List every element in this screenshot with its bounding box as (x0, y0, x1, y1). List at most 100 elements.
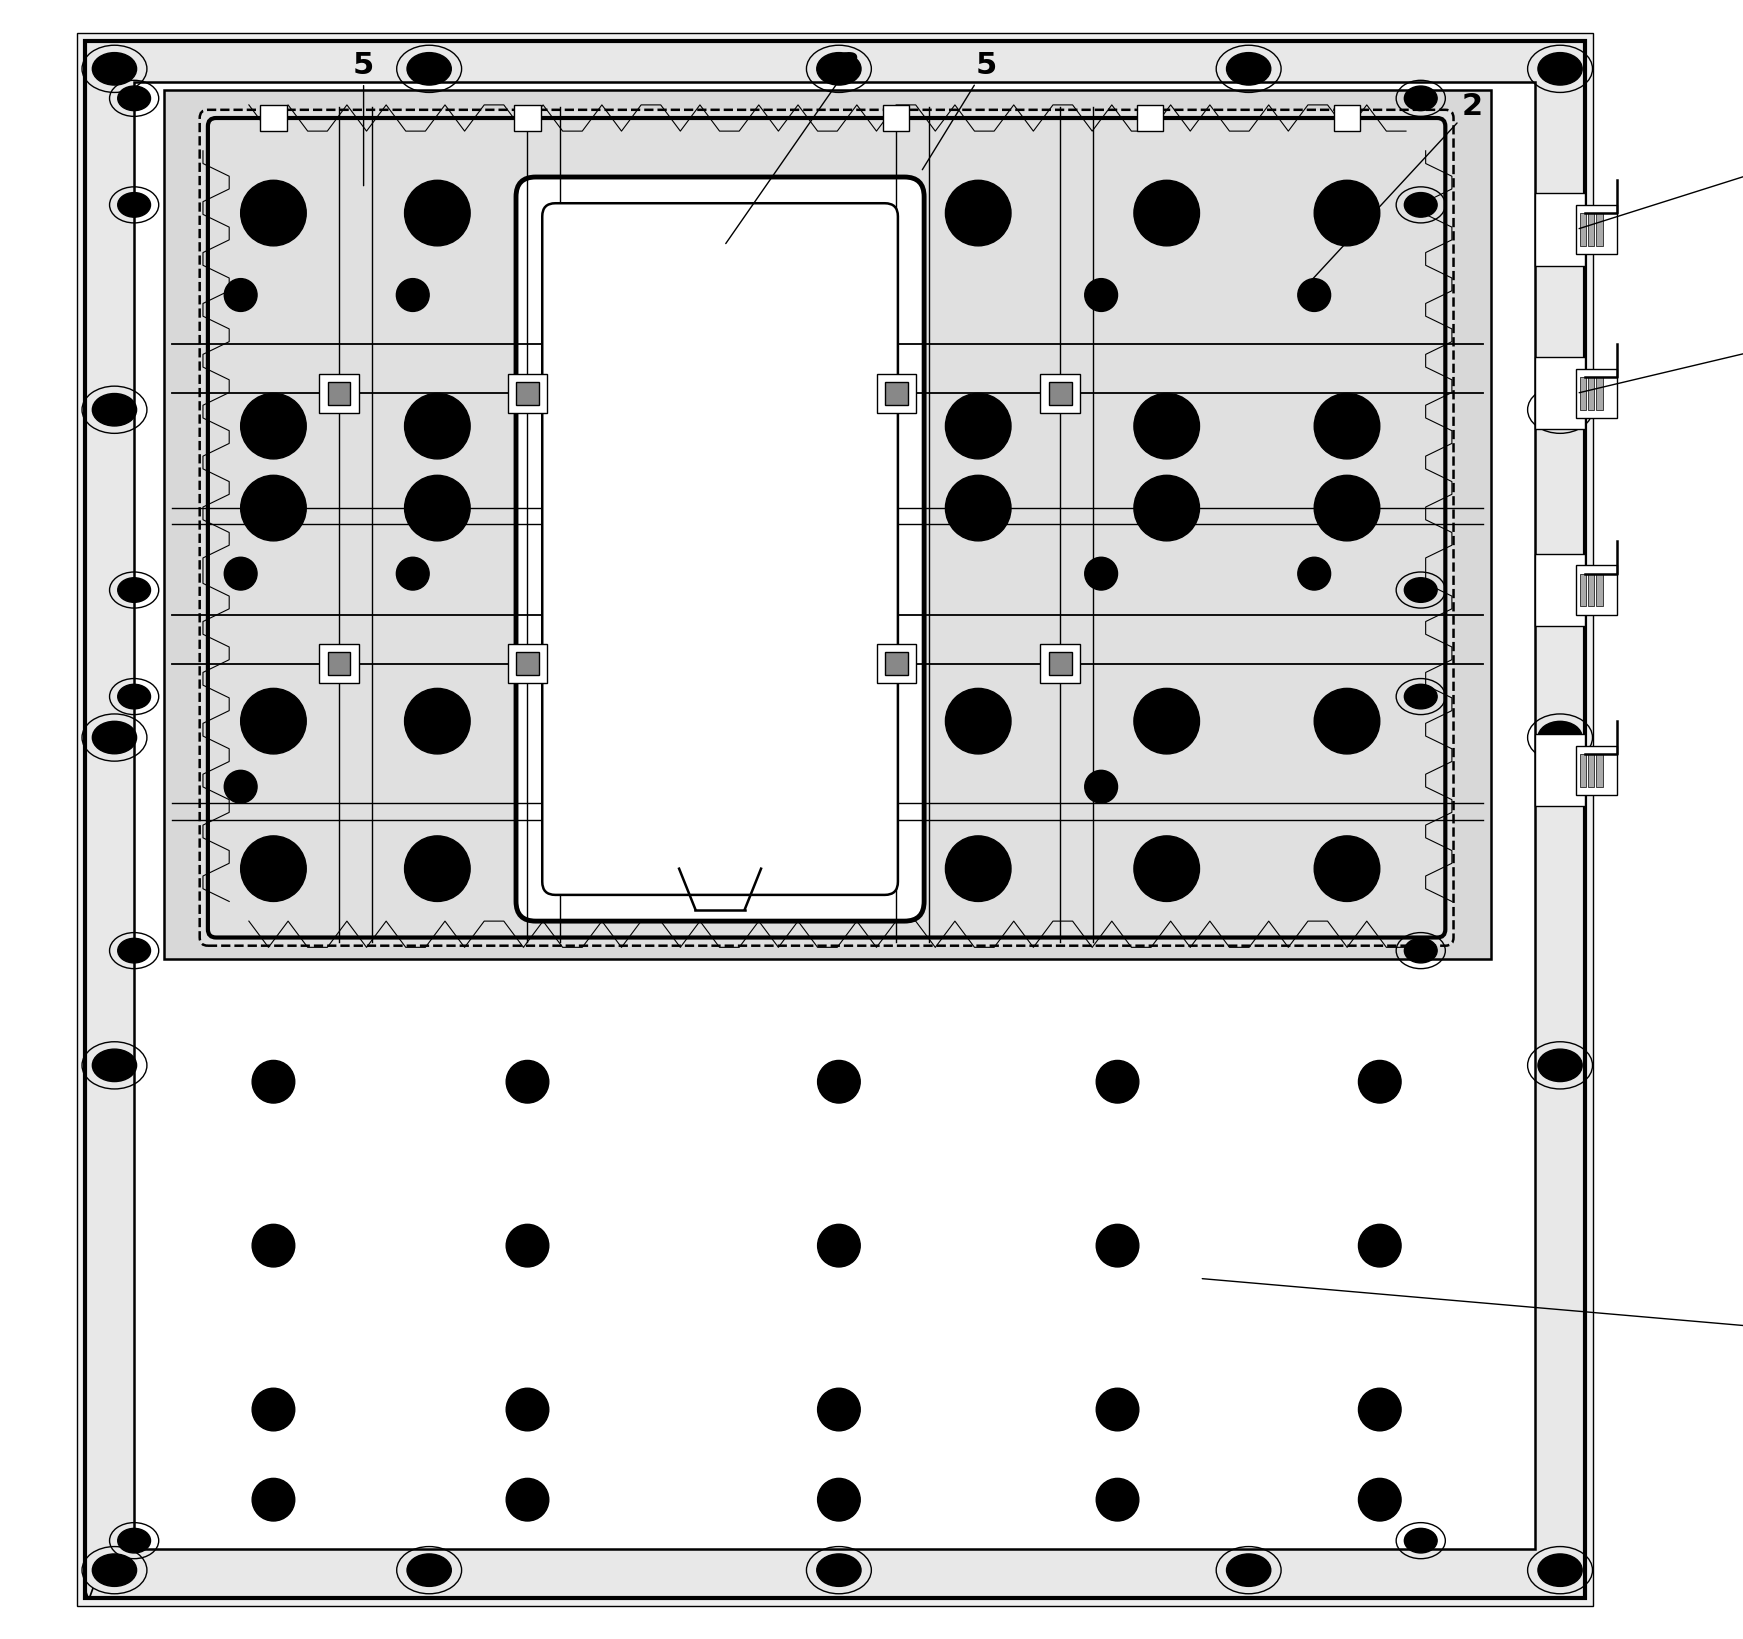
Circle shape (1299, 279, 1330, 311)
Circle shape (1135, 393, 1199, 459)
Circle shape (404, 475, 471, 541)
Ellipse shape (817, 52, 861, 85)
Bar (507, 374, 547, 413)
Circle shape (945, 475, 1011, 541)
Text: 3: 3 (725, 51, 859, 244)
Circle shape (1358, 1224, 1401, 1267)
Bar (884, 105, 910, 131)
Circle shape (396, 557, 429, 590)
Circle shape (404, 180, 471, 246)
Circle shape (505, 1478, 549, 1521)
Circle shape (708, 738, 741, 770)
Bar (1041, 374, 1081, 413)
Ellipse shape (408, 1554, 451, 1587)
Circle shape (1096, 1388, 1138, 1431)
Ellipse shape (1405, 1528, 1438, 1554)
Circle shape (1314, 393, 1380, 459)
Ellipse shape (1227, 1554, 1271, 1587)
Circle shape (225, 279, 256, 311)
Bar (319, 374, 359, 413)
Circle shape (945, 836, 1011, 901)
Circle shape (817, 1060, 861, 1103)
Bar (885, 652, 908, 675)
Circle shape (1084, 557, 1117, 590)
Circle shape (253, 1478, 295, 1521)
Circle shape (945, 393, 1011, 459)
FancyBboxPatch shape (516, 177, 924, 921)
Ellipse shape (119, 685, 150, 710)
Text: 5: 5 (354, 51, 375, 185)
Text: 4: 4 (1579, 149, 1743, 228)
Circle shape (253, 1060, 295, 1103)
FancyBboxPatch shape (200, 110, 1454, 946)
Circle shape (823, 688, 889, 754)
Circle shape (505, 1224, 549, 1267)
Circle shape (1096, 1224, 1138, 1267)
Bar (1588, 377, 1595, 410)
Ellipse shape (1405, 193, 1438, 218)
Circle shape (1135, 475, 1199, 541)
Bar (319, 644, 359, 683)
Ellipse shape (119, 193, 150, 218)
Bar (1536, 357, 1584, 429)
Ellipse shape (1537, 393, 1583, 426)
Bar (1536, 734, 1584, 806)
Circle shape (1314, 836, 1380, 901)
Ellipse shape (1405, 938, 1438, 964)
Circle shape (945, 180, 1011, 246)
Ellipse shape (1405, 87, 1438, 111)
Bar (260, 105, 286, 131)
Ellipse shape (119, 87, 150, 111)
Ellipse shape (1227, 52, 1271, 85)
Circle shape (692, 688, 756, 754)
Bar (1588, 574, 1595, 606)
Bar (1597, 213, 1602, 246)
Circle shape (692, 836, 756, 901)
Circle shape (404, 393, 471, 459)
Ellipse shape (1537, 52, 1583, 85)
Bar (1579, 754, 1586, 787)
Circle shape (817, 1388, 861, 1431)
Text: 6: 6 (1579, 329, 1743, 393)
Circle shape (241, 836, 307, 901)
Circle shape (1299, 557, 1330, 590)
Bar (1579, 574, 1586, 606)
Bar (1597, 377, 1602, 410)
Ellipse shape (408, 52, 451, 85)
Circle shape (505, 1060, 549, 1103)
Text: 1: 1 (1203, 1278, 1743, 1342)
Circle shape (823, 836, 889, 901)
Circle shape (241, 393, 307, 459)
Bar (1597, 574, 1602, 606)
Circle shape (823, 475, 889, 541)
Ellipse shape (1537, 721, 1583, 754)
Bar (1536, 193, 1584, 266)
Circle shape (505, 1388, 549, 1431)
Circle shape (225, 770, 256, 803)
Bar (1136, 105, 1163, 131)
Ellipse shape (119, 579, 150, 603)
Circle shape (241, 475, 307, 541)
Circle shape (1358, 1388, 1401, 1431)
Bar (877, 374, 915, 413)
Text: v: v (82, 1583, 94, 1603)
Circle shape (1135, 836, 1199, 901)
Text: 2: 2 (1300, 92, 1483, 293)
Circle shape (1084, 279, 1117, 311)
Circle shape (1135, 688, 1199, 754)
Circle shape (593, 770, 626, 803)
Circle shape (708, 574, 741, 606)
Bar (1579, 377, 1586, 410)
Circle shape (814, 574, 847, 606)
Bar (328, 382, 350, 405)
Circle shape (253, 1388, 295, 1431)
Ellipse shape (817, 1554, 861, 1587)
Ellipse shape (92, 393, 136, 426)
Circle shape (593, 279, 626, 311)
Bar (1576, 565, 1618, 615)
Ellipse shape (119, 1528, 150, 1554)
Ellipse shape (119, 938, 150, 964)
Circle shape (817, 1478, 861, 1521)
Circle shape (253, 1224, 295, 1267)
Circle shape (1314, 180, 1380, 246)
